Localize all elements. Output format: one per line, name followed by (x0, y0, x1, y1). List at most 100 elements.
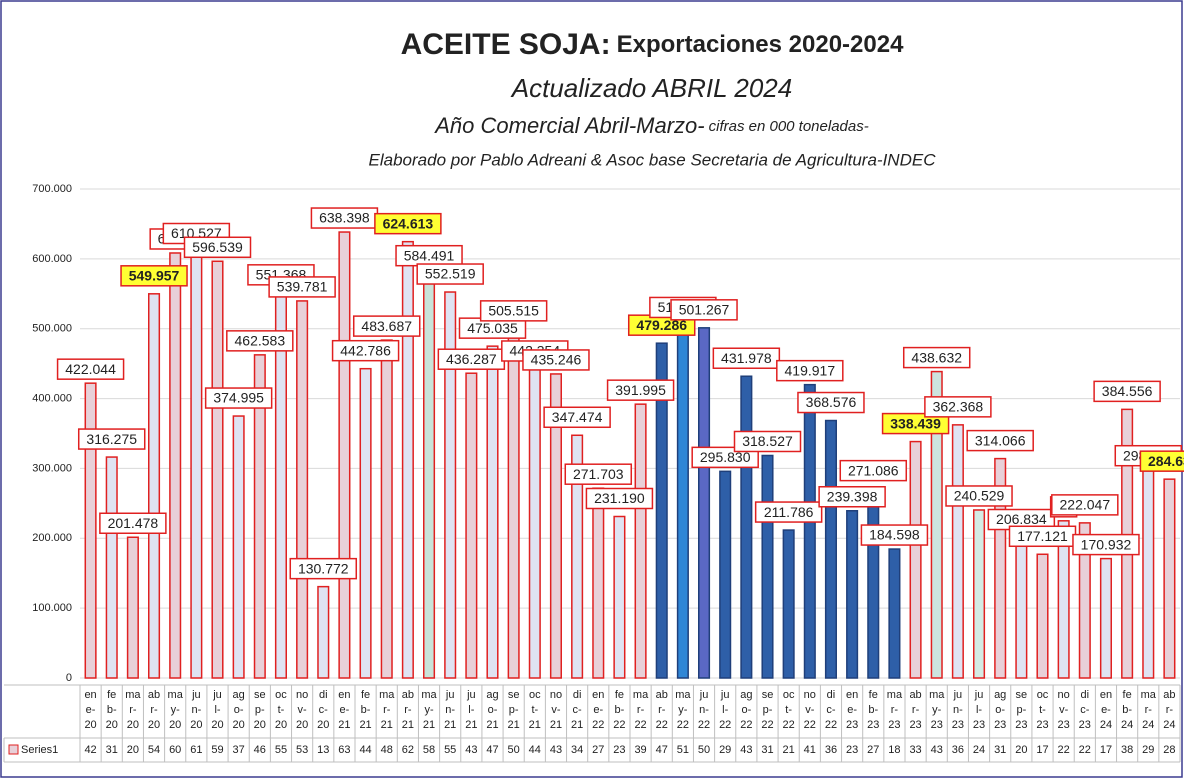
x-tick-label: oc t-22 (783, 689, 795, 731)
table-cell: 27 (592, 744, 604, 756)
data-label: 638.398 (319, 210, 370, 226)
data-label: 374.995 (213, 390, 264, 406)
y-tick-label: 700.000 (32, 183, 72, 195)
y-tick-label: 600.000 (32, 253, 72, 265)
table-cell: 50 (698, 744, 710, 756)
bar (824, 419, 838, 679)
x-tick-label: ma r-21 (379, 689, 395, 731)
x-tick-label: fe b-21 (359, 689, 371, 731)
table-cell: 43 (465, 744, 477, 756)
data-label-box (1139, 450, 1184, 472)
table-cell: 43 (931, 744, 943, 756)
data-label-box (754, 501, 823, 523)
x-tick-label: ma r-20 (125, 689, 141, 731)
data-label-box (712, 347, 781, 369)
data-label: 314.066 (975, 432, 1026, 448)
table-cell: 46 (254, 744, 266, 756)
x-tick-label: ju n-20 (190, 689, 202, 731)
data-label: 211.786 (764, 504, 814, 520)
y-tick-label: 0 (66, 672, 72, 684)
data-label-box (120, 265, 188, 287)
table-cell: 38 (1121, 744, 1133, 756)
table-cell: 23 (846, 744, 858, 756)
data-label-box (902, 346, 971, 369)
data-label: 338.439 (890, 415, 941, 431)
data-label: 462.583 (235, 333, 286, 349)
table-cell: 61 (190, 744, 202, 756)
table-cell: 17 (1100, 744, 1112, 756)
x-tick-label: ag o-22 (740, 689, 752, 731)
x-tick-label: ag o-23 (994, 689, 1006, 731)
x-tick-label: ma y-22 (675, 689, 691, 731)
legend-label: Series1 (21, 744, 58, 756)
table-cell: 24 (973, 744, 985, 756)
bar (909, 440, 922, 679)
data-label-box (352, 315, 421, 337)
data-label: 422.044 (65, 361, 116, 377)
y-tick-label: 100.000 (32, 602, 72, 614)
bar (253, 354, 266, 679)
table-cell: 48 (381, 744, 393, 756)
data-label: 436.287 (446, 351, 497, 367)
x-tick-label: ma y-20 (168, 689, 184, 731)
data-label-box (945, 485, 1013, 507)
data-label: 170.932 (1081, 536, 1132, 552)
data-label-box (966, 429, 1034, 452)
x-tick-label: ag o-20 (233, 689, 245, 731)
data-label-box (797, 391, 865, 414)
x-tick-label: se p-22 (761, 689, 773, 731)
table-cell: 43 (550, 744, 562, 756)
bar (761, 454, 774, 679)
table-cell: 17 (1036, 744, 1048, 756)
x-tick-label: ma y-21 (421, 689, 437, 731)
table-cell: 13 (317, 744, 329, 756)
x-tick-label: fe b-22 (613, 689, 625, 731)
x-tick-label: ju l-21 (465, 689, 477, 731)
bar (528, 368, 541, 679)
bar (486, 345, 499, 679)
x-tick-label: ma r-24 (1141, 689, 1157, 731)
data-label-box (204, 387, 273, 409)
data-label: 362.368 (933, 399, 984, 415)
y-tick-label: 500.000 (32, 323, 72, 335)
data-label: 347.474 (552, 409, 603, 425)
data-label: 295.830 (700, 449, 751, 465)
bar (549, 373, 563, 679)
bar (867, 487, 880, 679)
x-tick-label: en e-20 (84, 689, 96, 731)
table-cell: 44 (529, 744, 541, 756)
bar (105, 456, 118, 679)
table-cell: 20 (127, 744, 139, 756)
bar (338, 231, 351, 679)
table-cell: 22 (1079, 744, 1091, 756)
bar (930, 370, 943, 679)
data-label-box (522, 349, 590, 371)
data-label: 475.035 (467, 320, 518, 336)
x-tick-label: fe b-23 (867, 689, 879, 731)
bar (888, 548, 901, 679)
table-cell: 34 (571, 744, 583, 756)
x-tick-label: en e-23 (846, 689, 858, 731)
x-tick-label: no v-20 (296, 689, 308, 731)
bar (126, 536, 139, 679)
bar (1036, 553, 1049, 679)
data-label-box (374, 212, 442, 235)
x-tick-label: ma r-22 (633, 689, 649, 731)
data-label: 596.539 (192, 239, 243, 255)
bar (613, 515, 626, 679)
bar (169, 252, 182, 679)
x-tick-label: ag o-21 (486, 689, 498, 731)
table-cell: 29 (719, 744, 731, 756)
table-cell: 39 (634, 744, 646, 756)
data-label: 368.576 (806, 394, 857, 410)
data-label-box (691, 446, 759, 469)
chart-title: ACEITE SOJA: Exportaciones 2020-2024 (401, 28, 905, 61)
table-cell: 55 (275, 744, 287, 756)
data-label: 284.63 (1148, 453, 1184, 469)
table-cell: 27 (867, 744, 879, 756)
data-label-box (99, 512, 167, 535)
data-label-box (479, 300, 548, 322)
x-tick-label: en e-21 (338, 689, 350, 731)
table-cell: 18 (888, 744, 900, 756)
table-cell: 54 (148, 744, 160, 756)
